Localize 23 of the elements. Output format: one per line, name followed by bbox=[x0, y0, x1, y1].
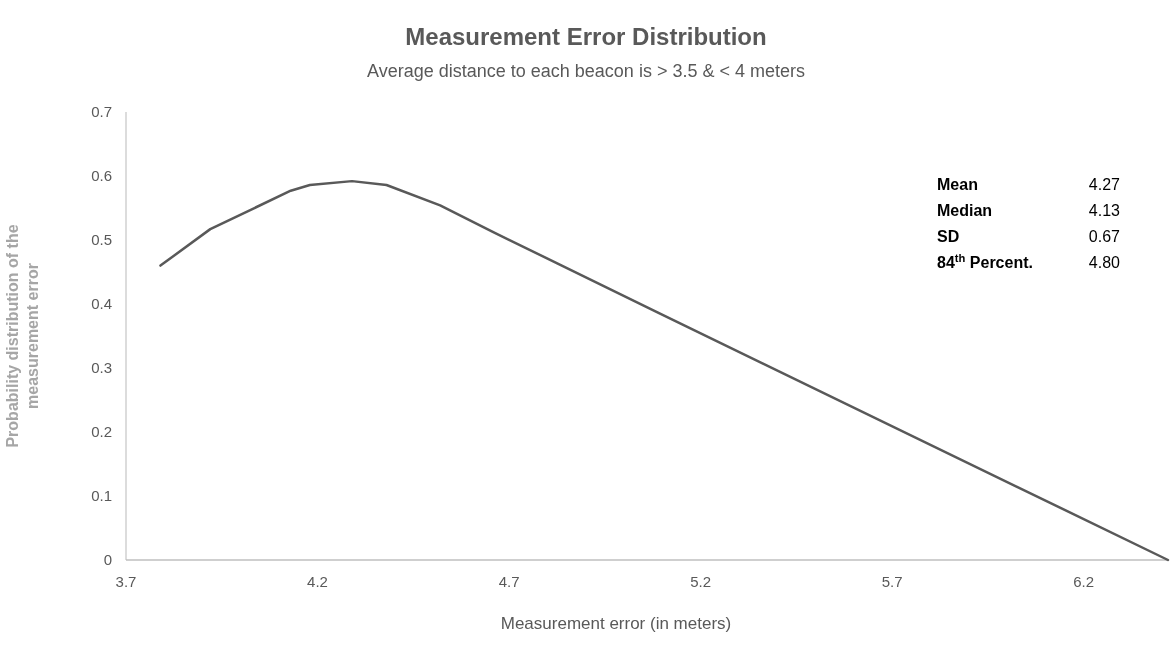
y-tick-label: 0.5 bbox=[91, 231, 112, 249]
y-tick-label: 0.1 bbox=[91, 487, 112, 505]
x-tick-label: 3.7 bbox=[115, 573, 137, 590]
y-axis-title: Probability distribution of the measurement error bbox=[4, 224, 41, 448]
x-tick-label: 4.7 bbox=[498, 573, 520, 590]
y-tick-label: 0.4 bbox=[91, 295, 112, 313]
y-tick-label: 0.6 bbox=[91, 167, 112, 185]
x-tick-label: 5.2 bbox=[690, 573, 712, 590]
x-tick-label: 6.2 bbox=[1073, 573, 1095, 590]
x-axis-title: Measurement error (in meters) bbox=[500, 614, 732, 633]
text: SD 0.67 bbox=[937, 228, 1120, 245]
y-tick-label: 0.7 bbox=[91, 103, 112, 121]
x-tick-label: 5.7 bbox=[881, 573, 903, 590]
chart-subtitle: Average distance to each beacon is > 3.5 & < 4 meters bbox=[367, 61, 805, 81]
chart-title: Measurement Error Distribution bbox=[405, 23, 767, 50]
text: 84$^{th}$ Percent. 4.80 bbox=[937, 252, 1120, 271]
y-tick-label: 0.2 bbox=[91, 423, 112, 441]
x-tick-label: 4.2 bbox=[307, 573, 328, 590]
line-series bbox=[159, 179, 1170, 562]
text: Mean 4.27 bbox=[937, 176, 1120, 193]
y-tick-label: 0.3 bbox=[91, 359, 112, 377]
y-tick-label: 0 bbox=[103, 551, 112, 569]
text: Median 4.13 bbox=[937, 202, 1120, 219]
